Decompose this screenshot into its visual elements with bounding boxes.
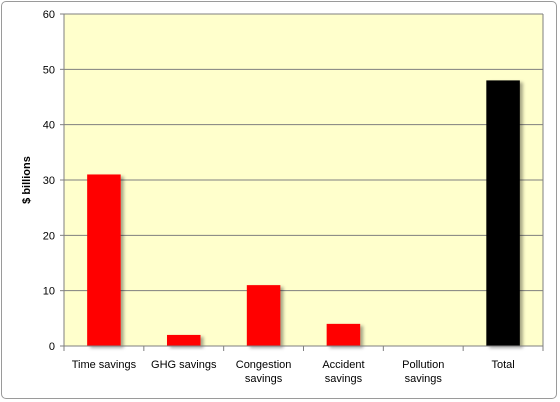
y-axis-label: $ billions xyxy=(21,156,33,204)
x-category-label: GHG savings xyxy=(151,359,217,371)
x-category-label: Time savings xyxy=(72,359,137,371)
y-tick-label: 30 xyxy=(43,175,55,187)
x-category-label: Pollution savings xyxy=(402,359,444,385)
bar xyxy=(326,323,361,346)
y-tick-labels: 0 10 20 30 40 50 60 xyxy=(43,9,55,353)
x-category-labels: Time savings GHG savings Congestion savings… xyxy=(72,359,515,385)
bar xyxy=(87,174,121,346)
y-tick-label: 0 xyxy=(49,341,55,353)
bars xyxy=(87,80,520,347)
y-tick-label: 40 xyxy=(43,120,55,132)
bar xyxy=(166,334,201,346)
y-tick-label: 10 xyxy=(43,286,55,298)
bar xyxy=(246,285,281,346)
y-tick-label: 50 xyxy=(43,64,55,76)
y-tick-label: 60 xyxy=(43,9,55,21)
x-category-label: Accident savings xyxy=(322,359,364,385)
axes xyxy=(60,13,544,351)
y-tick-label: 20 xyxy=(43,230,55,242)
x-category-label: Total xyxy=(491,359,514,371)
x-category-label: Congestion savings xyxy=(236,359,292,385)
bar xyxy=(486,80,520,347)
